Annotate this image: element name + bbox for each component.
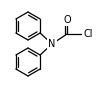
- Text: N: N: [48, 39, 56, 49]
- Text: O: O: [63, 15, 71, 25]
- Text: Cl: Cl: [83, 29, 92, 39]
